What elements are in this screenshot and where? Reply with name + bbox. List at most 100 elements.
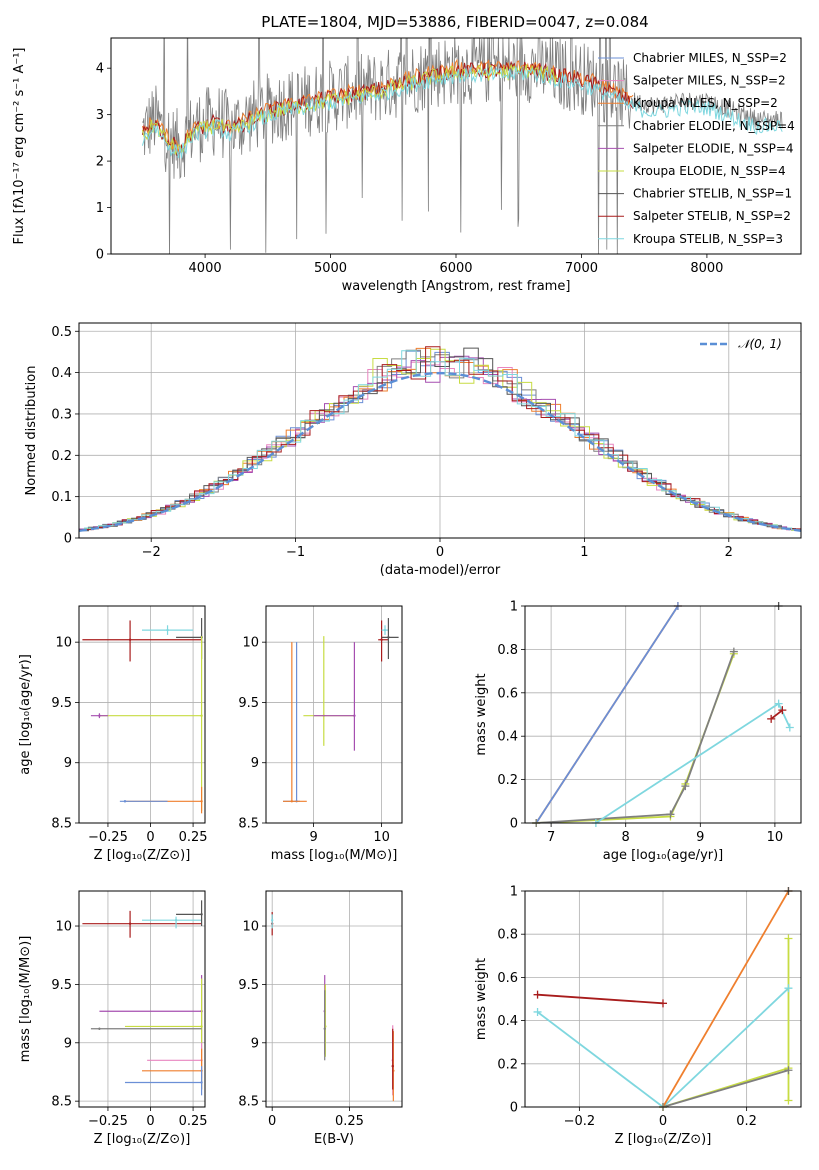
y-tick-label: 1 xyxy=(510,885,518,900)
data-point xyxy=(200,1081,203,1084)
plus-marker xyxy=(784,984,793,993)
y-tick-label: 1 xyxy=(510,600,518,615)
x-tick-label: 8000 xyxy=(690,261,723,276)
x-tick-label: −0.2 xyxy=(564,1114,596,1129)
x-tick-label: 0 xyxy=(436,545,444,560)
data-point xyxy=(387,636,390,639)
plot-frame xyxy=(524,890,802,1108)
y-tick-label: 0.6 xyxy=(497,971,518,986)
y-tick-label: 0.6 xyxy=(497,686,518,701)
y-tick-label: 0.2 xyxy=(51,449,72,464)
data-point xyxy=(98,714,101,717)
spectrum-panel: 4000 5000 6000 7000 8000 0 1 2 3 4 wavelength [Ang… xyxy=(12,13,802,294)
legend-label: 𝒩(0, 1) xyxy=(738,337,782,351)
plus-marker xyxy=(666,810,675,819)
y-tick-label: 0.4 xyxy=(51,366,72,381)
plot-frame xyxy=(78,890,206,1108)
x-tick-label: 0.25 xyxy=(335,1114,364,1129)
x-tick-label: 0 xyxy=(146,830,154,845)
legend-label: Chabrier MILES, N_SSP=2 xyxy=(633,51,787,65)
y-tick-label: 8.5 xyxy=(238,817,259,832)
x-tick-label: 0.2 xyxy=(736,1114,757,1129)
y-axis-label: mass [log₁₀(M/M⊙)] xyxy=(18,936,33,1063)
y-tick-label: 0.5 xyxy=(51,325,72,340)
model-spectrum xyxy=(141,66,783,159)
data-point xyxy=(128,638,132,641)
y-tick-label: 10 xyxy=(242,636,259,651)
data-point xyxy=(98,1027,101,1030)
y-tick-label: 0.4 xyxy=(497,1014,518,1029)
mass-vs-metallicity-panel: −0.25 0 0.25 8.5 9 9.5 10 Z [log₁₀(Z/Z⊙)] mass [… xyxy=(18,890,208,1147)
x-axis-label: wavelength [Angstrom, rest frame] xyxy=(342,279,571,294)
y-tick-label: 8.5 xyxy=(51,817,72,832)
x-tick-label: 0.25 xyxy=(179,830,208,845)
data-point xyxy=(323,1027,326,1030)
plus-marker xyxy=(681,782,690,791)
plus-marker xyxy=(778,706,787,715)
x-tick-label: −0.25 xyxy=(88,830,128,845)
y-tick-label: 0 xyxy=(96,248,104,263)
age-vs-metallicity-panel: −0.25 0 0.25 8.5 9 9.5 10 Z [log₁₀(Z/Z⊙)] age [l… xyxy=(18,605,208,863)
y-tick-label: 2 xyxy=(96,155,104,170)
massweight-vs-age-panel: 7 8 9 10 0 0.2 0.4 0.6 0.8 1 age [log₁₀(age/yr)] ma… xyxy=(474,600,802,863)
data-point xyxy=(353,714,356,717)
y-axis-label: mass weight xyxy=(474,958,489,1040)
legend-label: Kroupa STELIB, N_SSP=3 xyxy=(633,232,783,246)
mass-weight-line xyxy=(662,1069,789,1107)
legend-label: Chabrier STELIB, N_SSP=1 xyxy=(633,187,792,201)
data-point xyxy=(174,918,178,922)
residuals-panel: −2 −1 0 1 2 0 0.1 0.2 0.3 0.4 0.5 (data-model)/erro… xyxy=(24,322,802,578)
y-tick-label: 1 xyxy=(96,201,104,216)
x-tick-label: 0 xyxy=(146,1114,154,1129)
x-axis-label: age [log₁₀(age/yr)] xyxy=(603,848,724,863)
y-tick-label: 9.5 xyxy=(51,978,72,993)
y-tick-label: 0.1 xyxy=(51,490,72,505)
y-tick-label: 8.5 xyxy=(238,1095,259,1110)
mass-vs-ebv-panel: 0 0.25 8.5 9 9.5 10 E(B-V) xyxy=(238,890,403,1147)
y-tick-label: 4 xyxy=(96,62,104,77)
x-tick-label: 4000 xyxy=(189,261,222,276)
y-tick-label: 9 xyxy=(251,756,259,771)
legend-label: Kroupa MILES, N_SSP=2 xyxy=(633,96,778,110)
y-axis-label: Normed distribution xyxy=(24,366,39,496)
legend-label: Kroupa ELODIE, N_SSP=4 xyxy=(633,164,786,178)
y-tick-label: 10 xyxy=(242,920,259,935)
data-point xyxy=(380,638,383,641)
massweight-vs-metallicity-panel: −0.2 0 0.2 0 0.2 0.4 0.6 0.8 1 Z [log₁₀(Z/Z⊙)] mas… xyxy=(474,885,802,1147)
plus-marker xyxy=(784,1066,793,1075)
x-axis-label: Z [log₁₀(Z/Z⊙)] xyxy=(94,848,191,863)
residual-histogram xyxy=(79,347,796,531)
x-tick-label: −0.25 xyxy=(88,1114,128,1129)
x-tick-label: 6000 xyxy=(439,261,472,276)
y-axis-label: age [log₁₀(age/yr)] xyxy=(18,654,33,775)
x-tick-label: 9 xyxy=(696,830,704,845)
legend-label: Salpeter ELODIE, N_SSP=4 xyxy=(633,141,794,155)
data-point xyxy=(200,800,203,803)
mass-weight-line xyxy=(536,987,790,1107)
y-axis-label: mass weight xyxy=(474,673,489,755)
data-point xyxy=(200,1025,203,1028)
x-axis-label: Z [log₁₀(Z/Z⊙)] xyxy=(94,1132,191,1147)
observed-spectrum xyxy=(142,38,783,254)
mass-weight-line xyxy=(662,938,790,1107)
y-tick-label: 0.8 xyxy=(497,928,518,943)
residual-histogram xyxy=(79,349,796,532)
x-tick-label: 7000 xyxy=(565,261,598,276)
y-tick-label: 0.8 xyxy=(497,643,518,658)
x-tick-label: 8 xyxy=(622,830,630,845)
y-tick-label: 3 xyxy=(96,108,104,123)
mass-weight-line xyxy=(662,891,790,1107)
plot-frame xyxy=(110,37,802,255)
x-tick-label: 7 xyxy=(547,830,555,845)
legend-label: Chabrier ELODIE, N_SSP=4 xyxy=(633,119,795,133)
plot-frame xyxy=(265,890,403,1108)
y-tick-label: 9 xyxy=(64,756,72,771)
y-tick-label: 0.2 xyxy=(497,773,518,788)
plus-marker xyxy=(774,699,783,708)
plot-frame xyxy=(78,322,802,539)
data-point xyxy=(270,918,274,922)
x-tick-label: 0 xyxy=(659,1114,667,1129)
mass-weight-line xyxy=(770,709,783,720)
y-tick-label: 9 xyxy=(251,1036,259,1051)
y-tick-label: 10 xyxy=(55,636,72,651)
